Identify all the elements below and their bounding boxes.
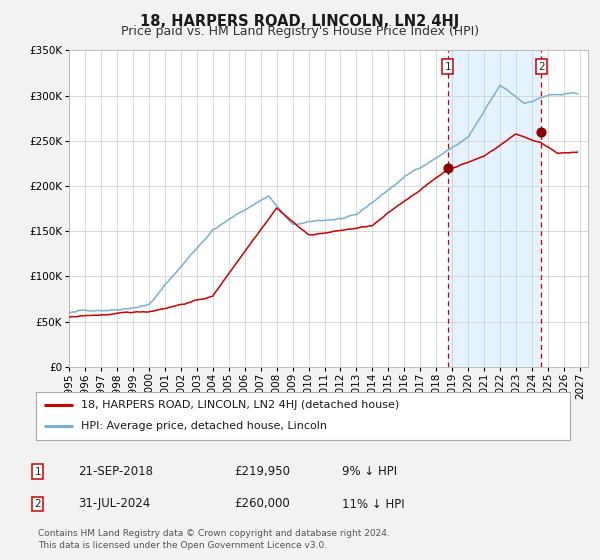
Text: 31-JUL-2024: 31-JUL-2024 bbox=[78, 497, 150, 511]
Text: 21-SEP-2018: 21-SEP-2018 bbox=[78, 465, 153, 478]
Point bbox=[443, 164, 452, 172]
Text: Price paid vs. HM Land Registry's House Price Index (HPI): Price paid vs. HM Land Registry's House … bbox=[121, 25, 479, 38]
Text: 9% ↓ HPI: 9% ↓ HPI bbox=[342, 465, 397, 478]
Text: 2: 2 bbox=[34, 499, 41, 509]
Point bbox=[536, 127, 546, 136]
Text: HPI: Average price, detached house, Lincoln: HPI: Average price, detached house, Linc… bbox=[82, 421, 328, 431]
Text: 11% ↓ HPI: 11% ↓ HPI bbox=[342, 497, 404, 511]
Text: This data is licensed under the Open Government Licence v3.0.: This data is licensed under the Open Gov… bbox=[38, 542, 327, 550]
Text: 18, HARPERS ROAD, LINCOLN, LN2 4HJ: 18, HARPERS ROAD, LINCOLN, LN2 4HJ bbox=[140, 14, 460, 29]
Text: 18, HARPERS ROAD, LINCOLN, LN2 4HJ (detached house): 18, HARPERS ROAD, LINCOLN, LN2 4HJ (deta… bbox=[82, 400, 400, 410]
Text: 1: 1 bbox=[34, 466, 41, 477]
Text: £219,950: £219,950 bbox=[234, 465, 290, 478]
Text: 2: 2 bbox=[538, 62, 545, 72]
Text: £260,000: £260,000 bbox=[234, 497, 290, 511]
Bar bbox=[448, 50, 541, 367]
Text: Contains HM Land Registry data © Crown copyright and database right 2024.: Contains HM Land Registry data © Crown c… bbox=[38, 529, 389, 538]
Text: 1: 1 bbox=[445, 62, 451, 72]
